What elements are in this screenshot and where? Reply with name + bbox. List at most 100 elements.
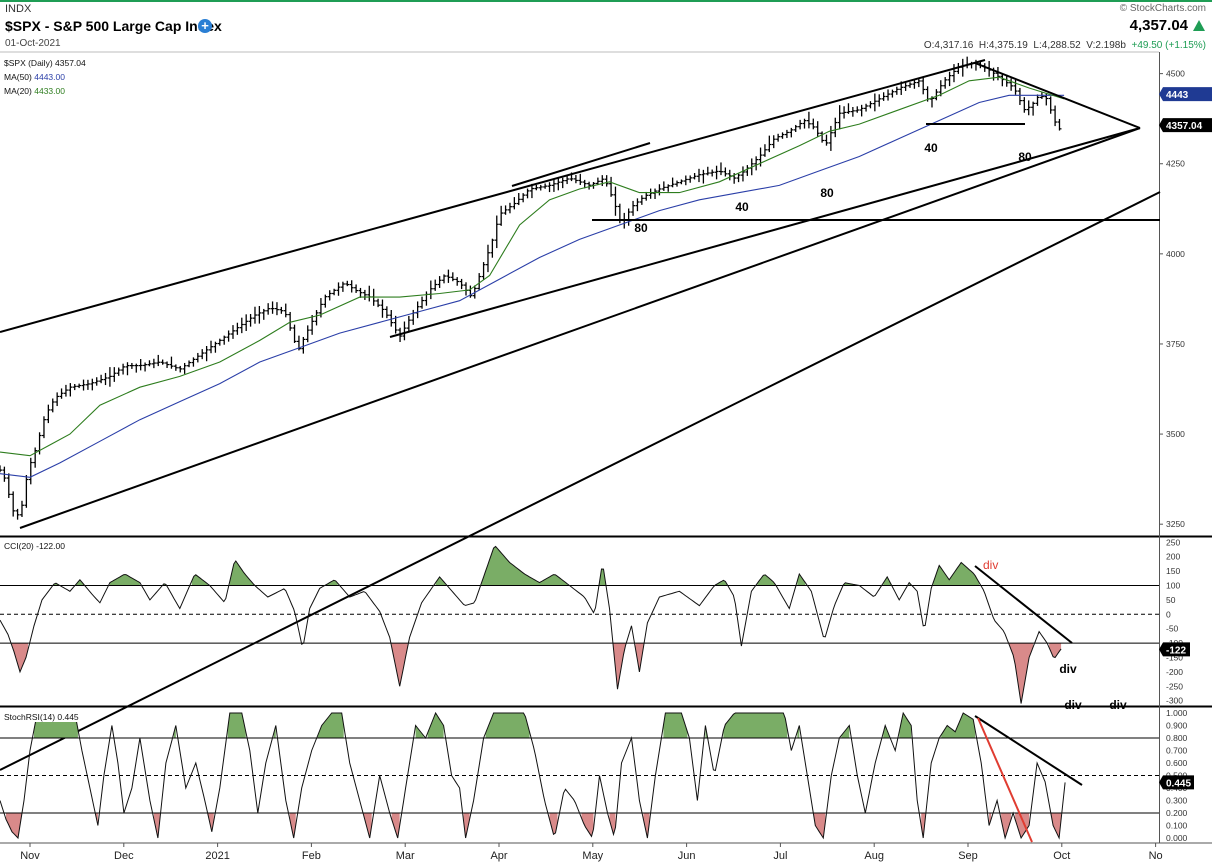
cci-tick-label: 250 [1166,537,1180,547]
stochrsi-tick-label: 0.000 [1166,833,1188,843]
cci-oversold-fill [635,643,644,672]
cci-overbought-fill [481,546,568,586]
stochrsi-overbought-fill [485,713,530,738]
x-tick-label: Jun [678,850,696,862]
high-label: H: [978,40,989,51]
cci-overbought-fill [75,579,84,586]
stochrsi-tick-label: 0.200 [1166,808,1188,818]
stochrsi-overbought-fill [427,713,444,738]
cci-tick-label: -200 [1166,667,1183,677]
price-value-badge-label: 4443 [1166,90,1189,101]
stochrsi-overbought-fill [723,713,788,738]
x-tick-label: Sep [958,850,978,862]
cci-tick-label: 100 [1166,581,1180,591]
price-tick-label: 3500 [1166,429,1185,439]
cci-tick-label: -150 [1166,652,1183,662]
channel-upper-extension [511,142,651,187]
stochrsi-tick-label: 0.300 [1166,796,1188,806]
stochrsi-oversold-fill [5,813,23,838]
x-tick-label: Oct [1053,850,1070,862]
stochrsi-tick-label: 0.800 [1166,733,1188,743]
price-value-badge-label: 4357.04 [1166,121,1203,132]
cci-divergence-line [974,565,1073,644]
ohlc-summary: O:4,317.16 H:4,375.19 L:4,288.52 V:2.198… [924,40,1206,51]
cci-tick-label: 50 [1166,595,1176,605]
ma50-legend-label: MA(50) [4,72,32,82]
cci-divergence-label: div [983,558,998,572]
stochrsi-value-badge [1159,775,1194,790]
x-tick-label: Dec [114,850,134,862]
price-value-badge [1159,118,1212,133]
x-tick-label: Apr [490,850,507,862]
exchange-label: INDX [5,3,32,15]
stochrsi-overbought-fill [663,713,688,738]
cci-divergence-label: div [1059,662,1077,676]
x-tick-label: Jul [773,850,787,862]
price-annotation-label: 40 [924,141,938,155]
stochrsi-oversold-fill [1001,813,1012,838]
brand-watermark: © StockCharts.com [1119,3,1206,14]
price-annotation-label: 80 [634,221,648,235]
x-tick-label: Feb [302,850,321,862]
price-tick-label: 3750 [1166,339,1185,349]
stochrsi-line [0,711,1066,840]
open-value: 4,317.16 [934,40,974,51]
ma50-legend: MA(50) 4443.00 [4,72,65,82]
last-price: 4,357.04 [1129,17,1188,34]
cci-overbought-fill [109,574,140,586]
price-legend: $SPX (Daily) 4357.04 [4,58,86,68]
cci-overbought-fill [325,580,338,586]
stochrsi-tick-label: 0.100 [1166,821,1188,831]
chart-date: 01-Oct-2021 [5,38,61,49]
change-value: +49.50 (+1.15%) [1131,40,1207,51]
stochrsi-divergence-line [974,715,1083,786]
price-tick-label: 3250 [1166,519,1185,529]
cci-tick-label: -50 [1166,624,1179,634]
stochrsi-oversold-fill [363,813,372,838]
cci-oversold-fill [1009,643,1034,704]
cci-value-badge [1159,642,1190,657]
cci-overbought-fill [435,576,446,586]
x-tick-label: Aug [864,850,884,862]
cci-line [0,545,1062,704]
cci-oversold-fill [11,643,29,672]
ma20-legend-value: 4433.00 [34,86,65,96]
ma20-legend: MA(20) 4433.00 [4,86,65,96]
cci-tick-label: 0 [1166,609,1171,619]
ma50-line [0,94,1065,478]
cci-overbought-fill [715,580,728,586]
ma50-legend-value: 4443.00 [34,72,65,82]
stochrsi-overbought-fill [227,713,246,738]
stochrsi-oversold-fill [813,813,826,838]
add-plus-icon[interactable]: + [198,19,212,33]
low-value: 4,288.52 [1041,40,1081,51]
stochrsi-oversold-fill [1051,813,1062,838]
channel-lower-line [19,127,1141,529]
chart-title: $SPX - S&P 500 Large Cap Index [5,18,222,34]
price-value-badge [1159,87,1212,102]
cci-divergence-label: div [1109,698,1127,712]
price-tick-label: 4000 [1166,249,1185,259]
stochrsi-tick-label: 0.700 [1166,746,1188,756]
stochrsi-value-badge-label: 0.445 [1166,778,1191,789]
ma20-legend-label: MA(20) [4,86,32,96]
cci-legend: CCI(20) -122.00 [4,541,65,551]
stochrsi-tick-label: 1.000 [1166,708,1188,718]
stochrsi-tick-label: 0.900 [1166,721,1188,731]
stochrsi-oversold-fill [391,813,400,838]
cci-overbought-fill [191,574,208,586]
cci-tick-label: 150 [1166,566,1180,576]
price-annotation-label: 80 [1018,150,1032,164]
cci-oversold-fill [1049,643,1062,658]
stochrsi-oversold-fill [1015,813,1030,838]
stochrsi-oversold-fill [549,813,558,835]
cci-overbought-fill [797,574,806,586]
support-trendline [389,127,1141,338]
cci-oversold-fill [391,643,408,687]
price-tick-label: 4250 [1166,159,1185,169]
volume-value: 2.198b [1095,40,1126,51]
x-tick-label: 2021 [205,850,229,862]
ma20-line [0,76,1065,457]
cci-tick-label: 200 [1166,552,1180,562]
